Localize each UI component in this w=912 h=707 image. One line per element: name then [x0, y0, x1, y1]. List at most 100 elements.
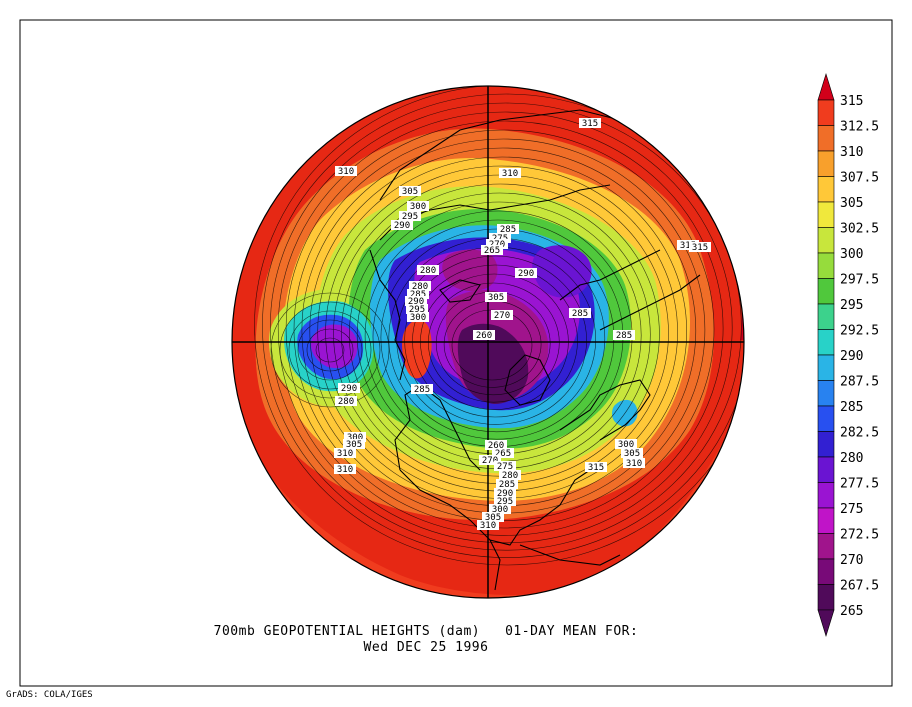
svg-text:300: 300	[347, 433, 363, 443]
contour-label: 305	[399, 186, 421, 197]
contour-line	[293, 129, 715, 529]
contour-label: 310	[623, 458, 645, 469]
colorbar-tick-label: 310	[840, 145, 863, 160]
svg-text:310: 310	[337, 449, 353, 459]
contour-line	[269, 102, 742, 551]
svg-text:295: 295	[402, 212, 418, 222]
contour-label: 285	[497, 224, 519, 235]
colorbar-tick-label: 305	[840, 196, 863, 211]
svg-text:295: 295	[409, 305, 425, 315]
colorbar-swatch	[817, 584, 835, 611]
svg-text:315: 315	[588, 463, 604, 473]
contour-line	[288, 310, 372, 390]
svg-text:300: 300	[410, 313, 426, 323]
svg-text:300: 300	[492, 505, 508, 515]
contour-label: 315	[579, 118, 601, 129]
svg-text:285: 285	[616, 331, 632, 341]
svg-text:305: 305	[485, 513, 501, 523]
polar-map	[232, 86, 744, 598]
coastline	[399, 469, 591, 546]
contour-label: 260	[473, 330, 495, 341]
colorbar-tick-label: 270	[840, 553, 863, 568]
colorbar-swatch	[817, 431, 835, 458]
contour-label: 280	[335, 396, 357, 407]
contour-label: 275	[494, 461, 516, 472]
colorbar-swatch	[817, 176, 835, 203]
colorbar-tick-label: 282.5	[840, 426, 879, 441]
coastline	[489, 539, 501, 591]
contour-label: 300	[344, 432, 366, 443]
svg-text:260: 260	[476, 331, 492, 341]
coastline	[504, 354, 551, 406]
colorbar-tick-label: 302.5	[840, 222, 879, 237]
coastline	[439, 279, 481, 303]
contour-line	[262, 93, 744, 558]
colorbar-tick-label: 272.5	[840, 528, 879, 543]
plot-frame	[19, 19, 893, 687]
contour-label: 300	[407, 312, 429, 323]
contour-label: 310	[334, 464, 356, 475]
contour-line	[412, 264, 578, 418]
svg-text:280: 280	[412, 282, 428, 292]
svg-text:280: 280	[338, 397, 354, 407]
contour-label: 305	[343, 439, 365, 450]
svg-text:260: 260	[488, 441, 504, 451]
contour-line	[254, 86, 744, 566]
colorbar-swatch	[817, 252, 835, 279]
svg-text:290: 290	[394, 221, 410, 231]
colorbar-bottom-arrow	[817, 609, 835, 638]
contour-label: 295	[406, 304, 428, 315]
contour-label: 290	[515, 268, 537, 279]
contour-line	[297, 319, 363, 381]
contour-line	[285, 120, 724, 536]
contour-line	[404, 255, 587, 425]
contour-label: 285	[613, 330, 635, 341]
svg-text:310: 310	[626, 459, 642, 469]
contour-label: 290	[405, 296, 427, 307]
svg-text:265: 265	[495, 449, 511, 459]
contour-label: 315	[689, 242, 711, 253]
svg-text:300: 300	[618, 440, 634, 450]
colorbar-tick-label: 265	[840, 604, 863, 619]
contour-label: 270	[479, 455, 501, 466]
contour-label: 290	[391, 220, 413, 231]
colorbar-swatch	[817, 303, 835, 330]
colorbar-tick-label: 292.5	[840, 324, 879, 339]
coastline	[519, 544, 621, 566]
svg-text:295: 295	[497, 497, 513, 507]
colorbar-swatch	[817, 507, 835, 534]
contour-label: 305	[485, 292, 507, 303]
svg-text:315: 315	[680, 241, 696, 251]
svg-text:290: 290	[518, 269, 534, 279]
contour-line	[279, 301, 381, 399]
contour-label: 310	[335, 166, 357, 177]
contour-label: 310	[477, 520, 499, 531]
credit-text: GrADS: COLA/IGES	[6, 690, 93, 700]
contour-label: 285	[569, 308, 591, 319]
contour-label: 280	[409, 281, 431, 292]
contour-label: 315	[677, 240, 699, 251]
svg-text:285: 285	[410, 290, 426, 300]
svg-text:305: 305	[346, 440, 362, 450]
contour-label: 265	[492, 448, 514, 459]
colorbar-tick-label: 280	[840, 451, 863, 466]
coastline	[559, 249, 661, 301]
contour-label: 310	[499, 168, 521, 179]
svg-text:305: 305	[402, 187, 418, 197]
colorbar-swatch	[817, 558, 835, 585]
contour-label: 305	[621, 448, 643, 459]
colorbar-swatch	[817, 227, 835, 254]
svg-text:285: 285	[572, 309, 588, 319]
svg-text:310: 310	[338, 167, 354, 177]
map-title: 700mb GEOPOTENTIAL HEIGHTS (dam) 01-DAY …	[213, 624, 639, 639]
colorbar-swatch	[817, 329, 835, 356]
svg-text:315: 315	[692, 243, 708, 253]
coastline	[379, 109, 621, 201]
svg-text:265: 265	[484, 246, 500, 256]
contour-label: 290	[494, 488, 516, 499]
svg-text:290: 290	[408, 297, 424, 307]
colorbar: 315 312.5 310 307.5 305 302.5 300 297.5 295 292.5…	[817, 72, 879, 638]
height-region	[442, 249, 498, 292]
coastline	[559, 379, 651, 441]
